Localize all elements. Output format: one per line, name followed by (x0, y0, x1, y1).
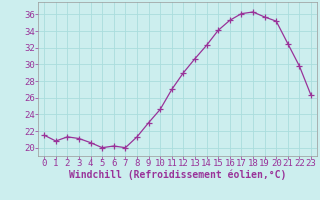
X-axis label: Windchill (Refroidissement éolien,°C): Windchill (Refroidissement éolien,°C) (69, 170, 286, 180)
